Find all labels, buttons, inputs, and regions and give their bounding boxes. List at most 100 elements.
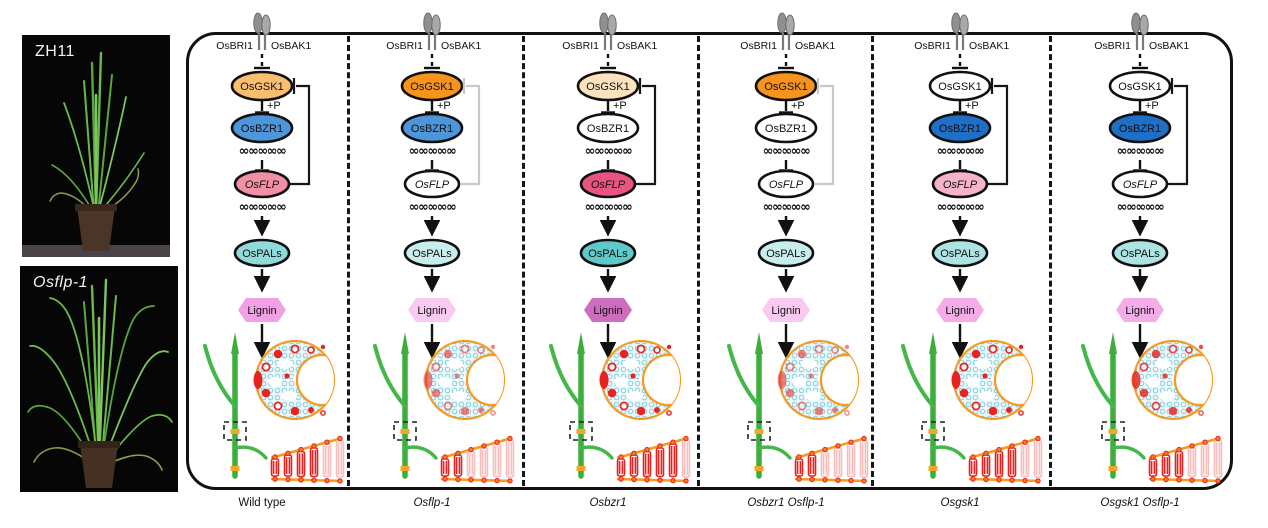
dna-icon: ∞∞∞∞∞ xyxy=(1117,144,1164,159)
crescent-notch xyxy=(465,353,504,407)
stem-cross-section xyxy=(1131,339,1214,421)
dna-icon: ∞∞∞∞∞ xyxy=(1117,200,1164,215)
feedback-flp-gsk1 xyxy=(814,78,835,186)
plant-photo-zh11: ZH11 xyxy=(22,35,170,257)
feedback-flp-gsk1 xyxy=(460,78,481,186)
node-osbzr1-label: OsBZR1 xyxy=(241,123,283,135)
cell-clearings xyxy=(438,359,475,401)
cell-coil xyxy=(859,439,869,478)
dna-icon: ∞∞∞∞∞ xyxy=(937,200,984,215)
node-osbzr1-label: OsBZR1 xyxy=(1119,123,1161,135)
zoom-region-box xyxy=(393,421,417,441)
cell-coil xyxy=(440,458,450,477)
lignin-label: Lignin xyxy=(247,305,276,317)
receptor-right-label: OsBAK1 xyxy=(969,40,1009,52)
cell-coil xyxy=(296,450,306,478)
node-ospals xyxy=(233,238,291,268)
crescent-notch xyxy=(295,353,334,407)
receptor-left-label: OsBRI1 xyxy=(740,40,777,52)
node-ospals-label: OsPALs xyxy=(1120,248,1160,260)
inhibition-bzr1-flp xyxy=(953,160,967,172)
node-osgsk1-label: OsGSK1 xyxy=(586,81,629,93)
lignin-label: Lignin xyxy=(945,305,974,317)
ladder-joints xyxy=(796,435,867,484)
node-osgsk1-label: OsGSK1 xyxy=(938,81,981,93)
cell-coil xyxy=(655,447,665,478)
phospho-label: +P xyxy=(613,100,627,112)
inhibition-receptor-gsk1 xyxy=(424,54,440,70)
node-osbzr1 xyxy=(400,112,464,144)
zoom-region-box xyxy=(569,421,593,441)
crescent-notch xyxy=(819,353,858,407)
inhibition-gsk1-bzr1 xyxy=(953,100,967,114)
ladder-joints xyxy=(442,435,513,484)
feedback-flp-gsk1 xyxy=(290,78,311,186)
zoom-region-box xyxy=(1101,421,1125,441)
dna-icon: ∞∞∞∞∞ xyxy=(585,200,632,215)
lignin-label: Lignin xyxy=(593,305,622,317)
node-ospals xyxy=(579,238,637,268)
receptor-left-label: OsBRI1 xyxy=(562,40,599,52)
zoom-region-box xyxy=(747,421,771,441)
pathway-panel: OsBRI1 OsBAK1 OsGSK1 +P OsBZR1 ∞∞∞∞∞ xyxy=(520,8,696,528)
genotype-label: Wild type xyxy=(238,497,286,509)
lignin-stains xyxy=(951,344,1024,416)
phospho-label: +P xyxy=(965,100,979,112)
receptor-icon xyxy=(777,12,795,50)
pathway-panel: OsBRI1 OsBAK1 OsGSK1 +P OsBZR1 ∞∞∞∞∞ xyxy=(698,8,874,528)
node-osflp-label: OsFLP xyxy=(591,179,626,191)
node-osbzr1 xyxy=(754,112,818,144)
pathway-panel: OsBRI1 OsBAK1 OsGSK1 +P OsBZR1 ∞∞∞∞∞ xyxy=(174,8,350,528)
ladder-joints xyxy=(970,435,1041,484)
cell-coil xyxy=(846,443,856,478)
pathway-panel: OsBRI1 OsBAK1 OsGSK1 +P OsBZR1 ∞∞∞∞∞ xyxy=(872,8,1048,528)
cell-coil xyxy=(1187,447,1197,478)
node-osgsk1-label: OsGSK1 xyxy=(1118,81,1161,93)
inhibition-receptor-gsk1 xyxy=(600,54,616,70)
node-osbzr1-label: OsBZR1 xyxy=(587,123,629,135)
node-ospals-label: OsPALs xyxy=(242,248,282,260)
cell-coil xyxy=(642,450,652,478)
ladder-joints xyxy=(618,435,689,484)
cell-coil xyxy=(479,447,489,478)
stem-cross-section xyxy=(777,339,860,421)
receptor-icon xyxy=(951,12,969,50)
cell-coil xyxy=(681,439,691,478)
pathway-box xyxy=(186,32,1233,490)
cell-coil xyxy=(453,454,463,477)
lignin-hexagon xyxy=(584,298,632,322)
inhibition-receptor-gsk1 xyxy=(1132,54,1148,70)
cell-ladder xyxy=(440,435,515,484)
lignin-hexagon xyxy=(936,298,984,322)
inhibition-gsk1-bzr1 xyxy=(1133,100,1147,114)
node-osgsk1-label: OsGSK1 xyxy=(240,81,283,93)
ladder-joints xyxy=(272,435,343,484)
node-osbzr1-label: OsBZR1 xyxy=(765,123,807,135)
node-osflp xyxy=(233,169,291,199)
node-osflp xyxy=(757,169,815,199)
cell-ladder xyxy=(968,435,1043,484)
zoom-region-box xyxy=(223,421,247,441)
cell-coil xyxy=(820,450,830,478)
lignin-label: Lignin xyxy=(417,305,446,317)
photo-label-zh11: ZH11 xyxy=(35,43,75,60)
node-ospals xyxy=(403,238,461,268)
panel-divider xyxy=(1049,36,1052,486)
cell-ladder xyxy=(270,435,345,484)
panel-divider xyxy=(871,36,874,486)
receptor-icon xyxy=(1131,12,1149,50)
cell-coil xyxy=(1148,458,1158,477)
inhibition-gsk1-bzr1 xyxy=(425,100,439,114)
phospho-label: +P xyxy=(791,100,805,112)
lignin-label: Lignin xyxy=(1125,305,1154,317)
phospho-label: +P xyxy=(437,100,451,112)
receptor-icon xyxy=(423,12,441,50)
inhibition-bzr1-flp xyxy=(601,160,615,172)
inhibition-receptor-gsk1 xyxy=(254,54,270,70)
node-osflp-label: OsFLP xyxy=(245,179,280,191)
stem-cross-section xyxy=(951,339,1034,421)
node-osgsk1-label: OsGSK1 xyxy=(764,81,807,93)
pathway-panel: OsBRI1 OsBAK1 OsGSK1 +P OsBZR1 ∞∞∞∞∞ xyxy=(344,8,520,528)
node-osbzr1-label: OsBZR1 xyxy=(939,123,981,135)
node-ospals-label: OsPALs xyxy=(412,248,452,260)
